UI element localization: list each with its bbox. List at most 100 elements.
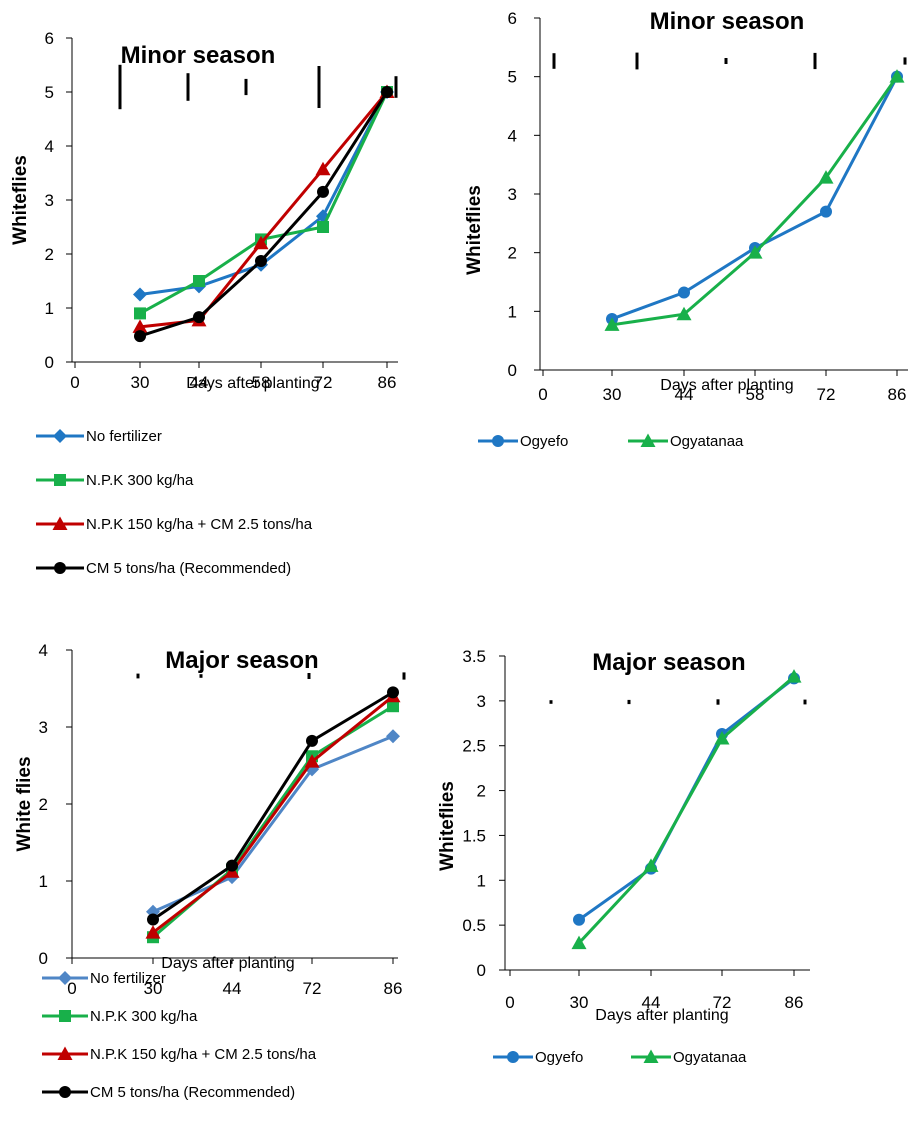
x-axis-label: Days after planting (161, 955, 294, 972)
data-point (387, 700, 399, 713)
chart-1: 0 1 2 3 4 5 6 0 30 44 58 72 86 Days after planting Whi… (10, 29, 398, 577)
y-tick-label: 6 (508, 9, 517, 28)
data-point (387, 686, 399, 699)
x-tick-label: 72 (303, 979, 322, 998)
series-line (578, 677, 795, 921)
series-line (139, 91, 389, 338)
y-tick-label: 2 (45, 245, 54, 264)
series-line (611, 75, 899, 327)
x-tick-label: 72 (713, 993, 732, 1012)
y-tick-label: 4 (39, 641, 48, 660)
data-point (133, 287, 147, 302)
series-4 (134, 86, 393, 343)
y-axis-label: Whiteflies (10, 155, 31, 245)
y-tick-label: 0 (39, 949, 48, 968)
series-1 (133, 85, 394, 302)
series-1 (606, 70, 903, 325)
x-tick-label: 58 (746, 385, 765, 404)
chart-title: Minor season (650, 8, 805, 35)
legend-marker (58, 971, 72, 985)
y-tick-label: 3.5 (462, 647, 486, 666)
x-tick-label: 0 (538, 385, 547, 404)
legend-label: CM 5 tons/ha (Recommended) (86, 560, 291, 577)
data-point (317, 185, 329, 198)
chart-title: Minor season (121, 42, 276, 69)
legend-label: No fertilizer (90, 970, 166, 987)
data-point (226, 859, 238, 872)
data-point (786, 669, 802, 683)
y-tick-label: 2.5 (462, 737, 486, 756)
legend-label: CM 5 tons/ha (Recommended) (90, 1084, 295, 1101)
data-point (573, 913, 585, 926)
data-point (255, 255, 267, 268)
x-tick-label: 86 (384, 979, 403, 998)
data-point (747, 245, 763, 259)
legend-label: N.P.K 300 kg/ha (86, 472, 194, 489)
x-tick-label: 0 (67, 979, 76, 998)
series-line (611, 75, 899, 321)
data-point (132, 319, 148, 333)
data-point (253, 235, 269, 250)
legend-label: Ogyatanaa (673, 1049, 747, 1066)
legend-label: N.P.K 150 kg/ha + CM 2.5 tons/ha (86, 516, 313, 533)
y-axis-label: White flies (14, 756, 35, 851)
series-2 (134, 86, 393, 320)
data-point (193, 275, 205, 287)
legend-marker (59, 1010, 71, 1022)
y-axis-label: Whiteflies (437, 781, 458, 871)
legend-label: N.P.K 150 kg/ha + CM 2.5 tons/ha (90, 1046, 317, 1063)
data-point (643, 858, 659, 872)
legend-marker (57, 1046, 73, 1060)
x-axis-label: Days after planting (186, 375, 319, 392)
series-line (577, 675, 795, 945)
y-tick-label: 4 (45, 137, 54, 156)
legend-marker (54, 562, 66, 574)
series-line (152, 691, 394, 921)
x-axis-label: Days after planting (595, 1007, 728, 1024)
data-point (604, 317, 620, 331)
data-point (145, 925, 161, 939)
y-tick-label: 1.5 (462, 826, 486, 845)
legend-marker (507, 1051, 519, 1063)
y-tick-label: 1 (508, 302, 517, 321)
x-tick-label: 72 (314, 373, 333, 392)
legend-label: Ogyefo (520, 433, 568, 450)
y-tick-label: 4 (508, 126, 517, 145)
series-1 (573, 672, 800, 926)
y-tick-label: 3 (45, 191, 54, 210)
series-1 (146, 729, 400, 919)
legend-label: Ogyatanaa (670, 433, 744, 450)
data-point (889, 69, 905, 83)
y-axis-label: Whiteflies (464, 185, 485, 275)
legend-marker (52, 516, 68, 530)
x-tick-label: 72 (817, 385, 836, 404)
x-tick-label: 44 (642, 993, 661, 1012)
legend-label: Ogyefo (535, 1049, 583, 1066)
y-tick-label: 3 (39, 718, 48, 737)
x-tick-label: 44 (675, 385, 694, 404)
legend-marker (54, 474, 66, 486)
y-tick-label: 0 (45, 353, 54, 372)
y-tick-label: 1 (45, 299, 54, 318)
x-tick-label: 44 (190, 373, 209, 392)
data-point (381, 86, 393, 98)
chart-2: 0 1 2 3 4 5 6 0 30 44 58 72 86 Days after planting Whi… (464, 8, 908, 450)
chart-title: Major season (592, 649, 745, 676)
y-tick-label: 6 (45, 29, 54, 48)
legend-marker (492, 435, 504, 447)
data-point (306, 734, 318, 747)
series-2 (571, 669, 802, 950)
series-4 (147, 686, 399, 926)
series-line (152, 695, 394, 934)
x-tick-label: 86 (785, 993, 804, 1012)
y-tick-label: 1 (39, 872, 48, 891)
data-point (571, 935, 587, 950)
legend: No fertilizer N.P.K 300 kg/ha N.P.K 150 kg… (36, 428, 313, 577)
x-tick-label: 86 (378, 373, 397, 392)
y-tick-label: 2 (477, 782, 486, 801)
series-line (152, 734, 394, 914)
data-point (820, 205, 832, 218)
y-tick-label: 3 (508, 185, 517, 204)
y-tick-label: 2 (39, 795, 48, 814)
data-point (678, 286, 690, 299)
